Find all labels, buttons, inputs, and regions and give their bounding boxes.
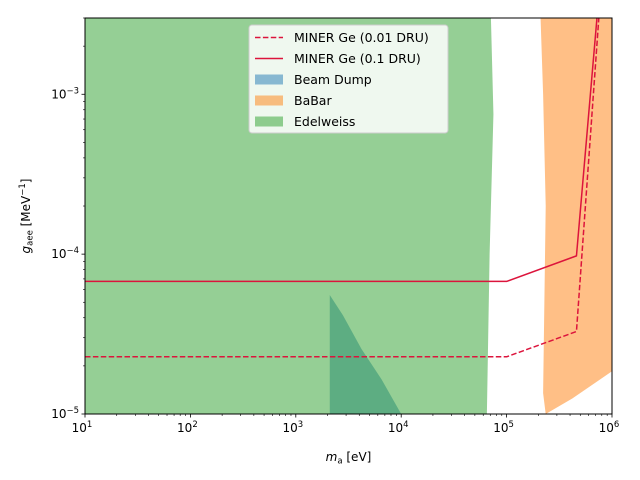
legend-label-miner-ge-0-01-dru: MINER Ge (0.01 DRU) (294, 30, 429, 45)
legend: MINER Ge (0.01 DRU) MINER Ge (0.1 DRU) Bea… (248, 24, 449, 134)
ticks-layer: 101 102 103 104 105 106 10−5 10−4 10−3 (51, 17, 620, 435)
series-line-miner-ge-0-1-dru (85, 18, 598, 283)
legend-label-babar: BaBar (294, 93, 332, 108)
x-tick-label: 101 (72, 420, 93, 435)
legend-label-beam-dump: Beam Dump (294, 72, 372, 87)
legend-swatch-babar (255, 95, 283, 106)
y-axis-label: gaee [MeV−1] (18, 179, 36, 254)
y-tick-label: 10−3 (51, 86, 79, 101)
x-axis-label: ma [eV] (326, 450, 372, 467)
x-tick-label: 104 (388, 420, 409, 435)
legend-swatch-beam-dump (255, 74, 283, 85)
region-babar (540, 18, 612, 414)
lines-layer (85, 18, 600, 358)
x-tick-label: 105 (493, 420, 514, 435)
y-tick-label: 10−4 (51, 246, 79, 261)
y-tick-label: 10−5 (51, 406, 79, 421)
x-tick-label: 103 (282, 420, 303, 435)
plot-frame (84, 17, 613, 415)
legend-label-miner-ge-0-1-dru: MINER Ge (0.1 DRU) (294, 51, 421, 66)
legend-box (248, 24, 449, 134)
legend-label-edelweiss: Edelweiss (294, 114, 355, 129)
x-tick-label: 102 (177, 420, 198, 435)
series-line-miner-ge-0-01-dru (85, 18, 600, 358)
x-tick-label: 106 (599, 420, 620, 435)
legend-swatch-edelweiss (255, 116, 283, 127)
